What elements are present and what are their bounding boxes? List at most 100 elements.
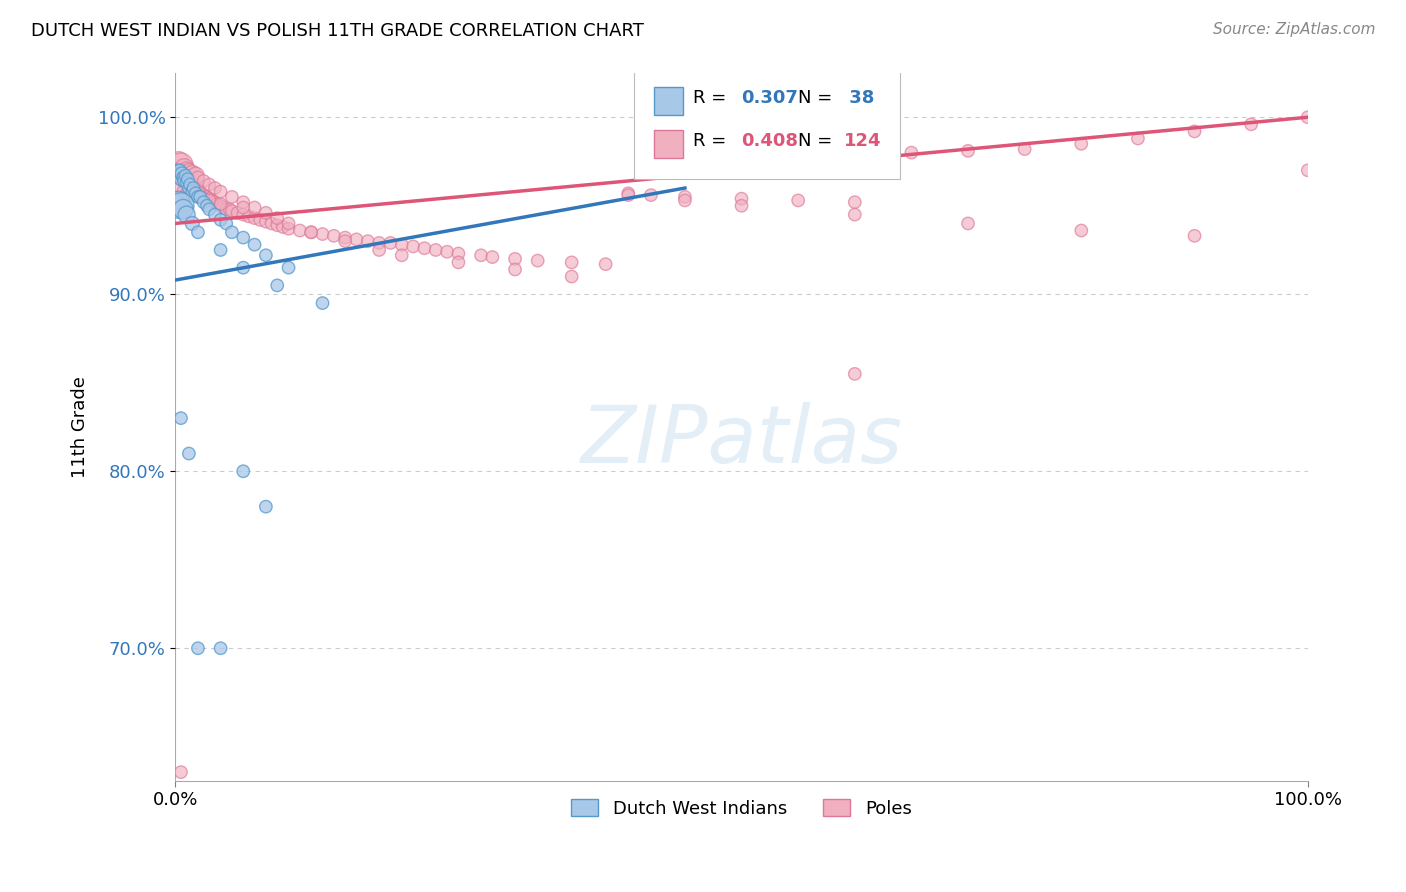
Point: [254, 206, 277, 220]
Point: [271, 219, 294, 234]
Point: [232, 201, 254, 215]
Point: [221, 204, 243, 219]
Point: [391, 237, 413, 252]
Point: [193, 192, 215, 206]
Point: [184, 181, 207, 195]
Text: 0.408: 0.408: [741, 132, 799, 150]
Point: [187, 641, 209, 656]
Point: [194, 190, 217, 204]
Point: [209, 197, 232, 211]
Text: N =: N =: [799, 132, 838, 150]
Point: [595, 257, 617, 271]
Point: [179, 176, 201, 190]
Point: [170, 158, 193, 172]
Text: N =: N =: [799, 89, 838, 107]
Point: [187, 190, 209, 204]
Point: [1296, 110, 1319, 124]
Point: [198, 202, 221, 217]
Point: [561, 255, 583, 269]
Point: [299, 225, 322, 239]
Y-axis label: 11th Grade: 11th Grade: [72, 376, 89, 478]
Point: [402, 239, 425, 253]
Point: [617, 186, 640, 201]
Point: [209, 199, 232, 213]
Point: [174, 172, 197, 186]
Point: [177, 179, 200, 194]
Point: [238, 210, 260, 224]
Point: [198, 178, 221, 192]
Point: [957, 216, 980, 230]
Point: [195, 199, 218, 213]
Point: [844, 367, 866, 381]
Point: [1296, 163, 1319, 178]
Point: [177, 446, 200, 460]
Point: [368, 235, 391, 250]
Point: [218, 202, 240, 217]
Point: [167, 167, 190, 181]
Point: [173, 176, 195, 190]
Point: [172, 185, 194, 199]
Point: [187, 190, 209, 204]
Point: [266, 278, 288, 293]
Point: [617, 188, 640, 202]
Point: [177, 172, 200, 186]
Point: [322, 228, 344, 243]
Point: [181, 185, 204, 199]
Point: [957, 144, 980, 158]
Legend: Dutch West Indians, Poles: Dutch West Indians, Poles: [564, 792, 920, 825]
Point: [204, 195, 226, 210]
Point: [187, 170, 209, 185]
Point: [186, 183, 208, 197]
Point: [243, 211, 266, 226]
Point: [311, 296, 333, 310]
Point: [174, 169, 197, 183]
Point: [232, 464, 254, 478]
Point: [187, 225, 209, 239]
Point: [277, 216, 299, 230]
Point: [221, 225, 243, 239]
Point: [177, 165, 200, 179]
Point: [176, 186, 198, 201]
Point: [311, 227, 333, 241]
Point: [181, 167, 204, 181]
Point: [266, 218, 288, 232]
Point: [333, 234, 356, 248]
Point: [172, 170, 194, 185]
Point: [277, 260, 299, 275]
Text: Source: ZipAtlas.com: Source: ZipAtlas.com: [1212, 22, 1375, 37]
Point: [266, 211, 288, 226]
Point: [209, 185, 232, 199]
Point: [176, 163, 198, 178]
Point: [167, 167, 190, 181]
Text: R =: R =: [693, 89, 733, 107]
Point: [787, 194, 810, 208]
Point: [249, 213, 271, 227]
Point: [167, 181, 190, 195]
Point: [844, 195, 866, 210]
Point: [212, 201, 235, 215]
Point: [357, 234, 380, 248]
Point: [333, 230, 356, 244]
Point: [172, 167, 194, 181]
Point: [170, 172, 193, 186]
Point: [413, 241, 436, 255]
Point: [187, 185, 209, 199]
Point: [177, 178, 200, 192]
Point: [173, 174, 195, 188]
Point: [221, 190, 243, 204]
Point: [730, 199, 752, 213]
Point: [188, 190, 211, 204]
Point: [173, 161, 195, 176]
Point: [526, 253, 548, 268]
Text: 38: 38: [844, 89, 875, 107]
Point: [232, 208, 254, 222]
Point: [195, 190, 218, 204]
Point: [1184, 124, 1206, 138]
Point: [243, 237, 266, 252]
Point: [232, 260, 254, 275]
Point: [188, 185, 211, 199]
Text: R =: R =: [693, 132, 733, 150]
Point: [172, 170, 194, 185]
Point: [1070, 136, 1092, 151]
Point: [673, 190, 696, 204]
